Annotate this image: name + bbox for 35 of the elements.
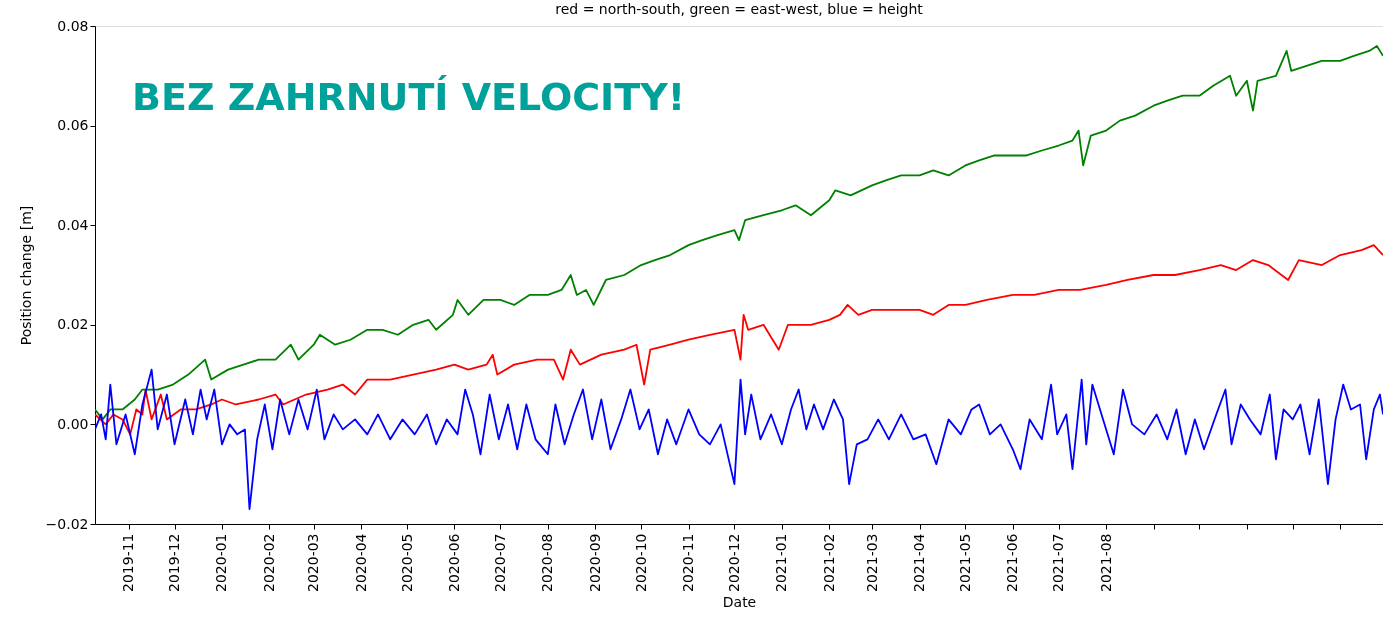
y-axis-title: Position change [m] bbox=[17, 205, 34, 346]
x-tick-label: 2020-10 bbox=[632, 533, 649, 592]
x-tick-label: 2021-03 bbox=[863, 533, 880, 592]
x-tick-label: 2020-03 bbox=[305, 533, 322, 592]
x-tick-label: 2021-05 bbox=[956, 533, 973, 592]
x-tick-label: 2020-02 bbox=[260, 533, 277, 592]
y-tick-label: 0.08 bbox=[57, 17, 89, 34]
x-axis-title: Date bbox=[722, 594, 757, 610]
x-tick-label: 2021-06 bbox=[1004, 533, 1021, 592]
chart-title: red = north-south, green = east-west, blue = height bbox=[555, 1, 924, 17]
x-tick-label: 2020-07 bbox=[491, 533, 508, 592]
x-tick-label: 2020-04 bbox=[352, 533, 369, 592]
y-tick-label: −0.02 bbox=[45, 515, 89, 532]
x-tick-label: 2020-12 bbox=[725, 533, 742, 592]
annotation: BEZ ZAHRNUTÍ VELOCITY! bbox=[132, 75, 686, 119]
line-series bbox=[95, 368, 1383, 510]
x-tick-label: 2019-12 bbox=[166, 533, 183, 592]
x-tick-label: 2020-05 bbox=[398, 533, 415, 592]
y-tick-label: 0.00 bbox=[57, 415, 89, 432]
y-tick-label: 0.02 bbox=[57, 316, 89, 333]
y-tick-label: 0.06 bbox=[57, 117, 89, 134]
x-tick-label: 2021-01 bbox=[773, 533, 790, 592]
line-series bbox=[95, 244, 1383, 436]
x-tick-label: 2020-09 bbox=[586, 533, 603, 592]
x-tick-label: 2021-04 bbox=[911, 533, 927, 592]
y-tick-label: 0.04 bbox=[57, 216, 89, 233]
line-series bbox=[95, 45, 1383, 421]
x-tick-label: 2021-02 bbox=[820, 533, 837, 592]
x-tick-label: 2020-06 bbox=[445, 533, 462, 592]
x-tick-label: 2020-08 bbox=[539, 533, 556, 592]
x-tick-label: 2021-08 bbox=[1097, 533, 1114, 592]
x-tick-label: 2020-01 bbox=[213, 533, 230, 592]
x-tick-label: 2021-07 bbox=[1050, 533, 1067, 592]
x-tick-label: 2019-11 bbox=[120, 533, 137, 592]
x-tick-label: 2020-11 bbox=[680, 533, 697, 592]
